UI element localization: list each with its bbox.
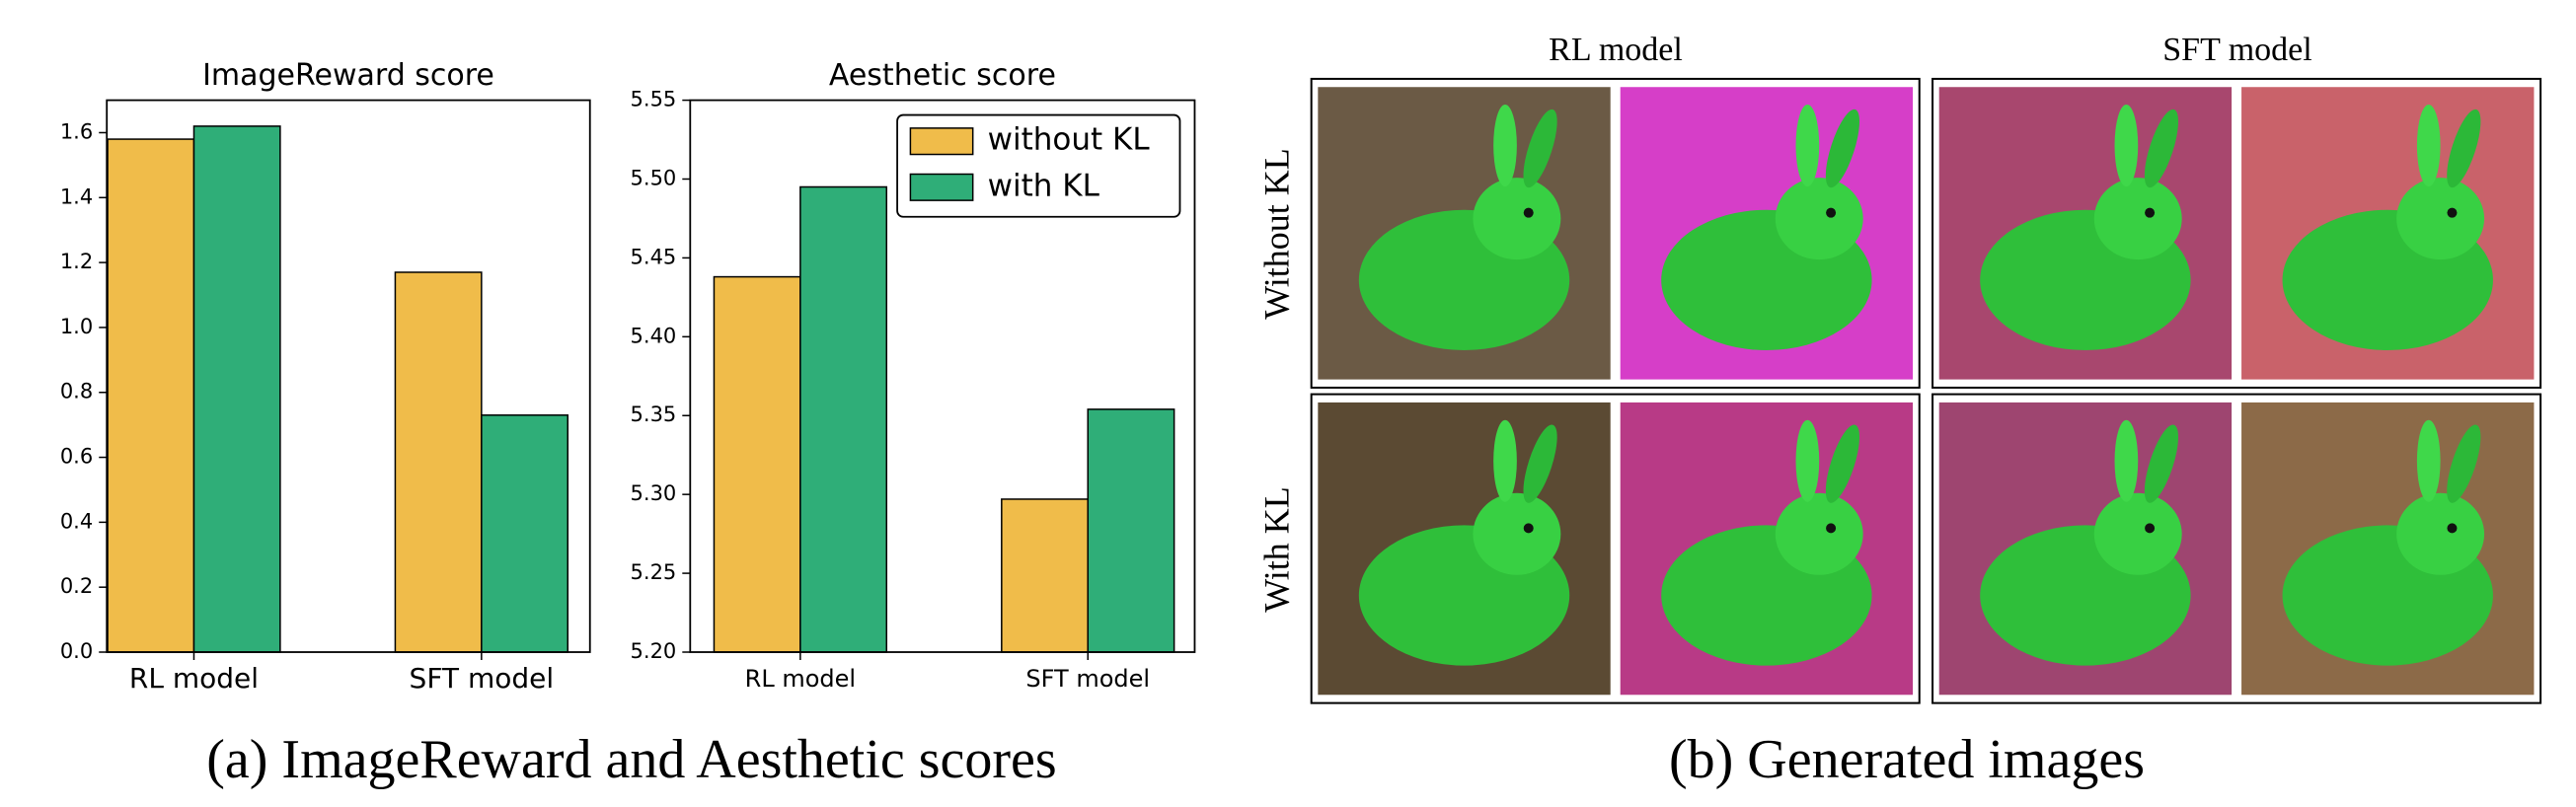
y-tick-label: 1.2 <box>60 250 93 273</box>
rabbit-eye <box>1523 207 1534 218</box>
caption: (a) ImageReward and Aesthetic scores <box>206 729 1056 790</box>
row-label: Without KL <box>1256 148 1296 320</box>
rabbit-ear <box>1493 105 1517 187</box>
rabbit-ear <box>2416 105 2441 187</box>
legend-swatch <box>909 173 974 201</box>
rabbit-head <box>2093 492 2182 575</box>
y-tick-label: 5.30 <box>631 481 677 505</box>
rabbit-head <box>1775 178 1863 260</box>
rabbit-ear <box>1523 424 1557 503</box>
rabbit-ear <box>1825 109 1860 188</box>
legend-label: without KL <box>988 122 1151 158</box>
panel-frame <box>1310 77 1921 389</box>
y-tick-label: 5.45 <box>631 245 677 268</box>
rabbit-ear <box>1795 105 1820 187</box>
rabbit-ear <box>1523 109 1557 188</box>
legend-swatch <box>909 127 974 156</box>
rabbit-eye <box>1826 523 1837 534</box>
y-tick-label: 0.2 <box>60 574 93 598</box>
rabbit-head <box>1775 492 1863 575</box>
chart-title: Aesthetic score <box>829 58 1056 93</box>
y-tick-label: 0.4 <box>60 509 93 533</box>
y-tick-label: 5.20 <box>631 639 677 663</box>
y-tick-label: 5.35 <box>631 403 677 426</box>
rabbit-ear <box>2114 105 2139 187</box>
x-tick-label: RL model <box>129 662 259 695</box>
x-tick-label: SFT model <box>410 662 555 695</box>
rabbit-ear <box>2144 109 2179 188</box>
y-tick-label: 1.6 <box>60 119 93 143</box>
rabbit-eye <box>2145 523 2156 534</box>
y-tick-label: 5.25 <box>631 560 677 584</box>
rabbit-head <box>2093 178 2182 260</box>
rabbit-head <box>2396 178 2485 260</box>
plot-frame <box>689 99 1196 653</box>
bar <box>107 138 195 653</box>
rabbit-ear <box>2114 419 2139 502</box>
rabbit-ear <box>2447 424 2481 503</box>
caption: (b) Generated images <box>1669 729 2145 790</box>
rabbit-eye <box>2145 207 2156 218</box>
column-label: SFT model <box>2162 32 2311 68</box>
y-tick-label: 0.0 <box>60 639 93 663</box>
rabbit-eye <box>2447 523 2458 534</box>
y-tick-label: 5.55 <box>631 88 677 111</box>
panel-frame <box>1310 393 1921 704</box>
rabbit-head <box>1473 178 1561 260</box>
y-tick-label: 1.0 <box>60 315 93 338</box>
rabbit-eye <box>1826 207 1837 218</box>
bar <box>1087 408 1175 653</box>
x-tick-label: RL model <box>745 665 856 693</box>
rabbit-eye <box>2447 207 2458 218</box>
y-tick-label: 5.50 <box>631 166 677 189</box>
panel-frame <box>1932 393 2542 704</box>
rabbit-ear <box>1493 419 1517 502</box>
legend-label: with KL <box>988 168 1100 203</box>
bar <box>192 125 281 653</box>
bar <box>799 185 888 653</box>
rabbit-ear <box>2144 424 2179 503</box>
rabbit-ear <box>2447 109 2481 188</box>
rabbit-ear <box>1795 419 1820 502</box>
image-grid <box>1310 77 2542 704</box>
bar <box>713 275 801 653</box>
panel-frame <box>1932 77 2542 389</box>
plot-frame <box>106 99 591 653</box>
column-label: RL model <box>1549 32 1683 68</box>
rabbit-head <box>1473 492 1561 575</box>
y-tick-label: 1.4 <box>60 184 93 208</box>
y-tick-label: 5.40 <box>631 324 677 347</box>
rabbit-eye <box>1523 523 1534 534</box>
y-tick-label: 0.8 <box>60 380 93 404</box>
chart-title: ImageReward score <box>202 58 494 93</box>
bar <box>394 271 483 653</box>
rabbit-ear <box>2416 419 2441 502</box>
rabbit-head <box>2396 492 2485 575</box>
bar <box>481 414 569 653</box>
rabbit-ear <box>1825 424 1860 503</box>
bar <box>1001 498 1089 653</box>
x-tick-label: SFT model <box>1025 665 1150 693</box>
y-tick-label: 0.6 <box>60 445 93 469</box>
row-label: With KL <box>1256 486 1296 613</box>
